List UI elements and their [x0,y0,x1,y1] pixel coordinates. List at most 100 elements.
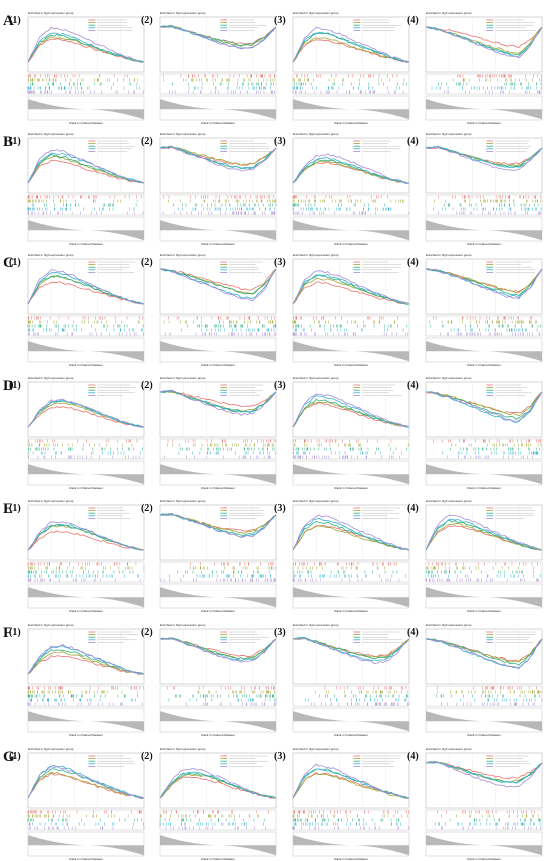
series-line-1 [27,406,145,428]
series-line-4 [27,32,145,63]
series-line-5 [292,514,410,551]
series-line-5 [159,268,277,302]
panel-number-label: (1) [9,627,21,638]
ranked-metric-area [160,835,276,856]
hits-frame [425,685,543,707]
series-line-1 [159,776,277,799]
panel-title: Enriched in high expression group [28,623,74,627]
row-label-b: B [3,134,14,150]
enrichment-plot-frame [292,16,410,73]
enrichment-plot-frame [27,628,145,685]
series-line-4 [27,765,145,799]
series-line-2 [425,391,543,417]
x-axis-label: Rank in Ordered Dataset [467,242,500,246]
panel-title: Enriched in high expression group [160,747,206,751]
panel-number-label: (4) [407,751,419,762]
panel-number-label: (2) [141,380,153,391]
panel-e4: Enriched in high expression group Rank in… [425,499,543,613]
series-line-5 [159,145,277,172]
x-axis-label: Rank in Ordered Dataset [334,242,367,246]
series-line-5 [159,637,277,663]
x-axis-label: Rank in Ordered Dataset [334,121,367,125]
series-line-3 [27,768,145,799]
panel-e3: Enriched in high expression group Rank in… [292,499,410,613]
panel-g2: Enriched in high expression group Rank in… [159,747,277,861]
hits-frame [425,315,543,337]
series-line-2 [292,525,410,551]
panel-b4: Enriched in high expression group Rank in… [425,132,543,246]
panel-title: Enriched in high expression group [28,376,74,380]
hits-frame [425,194,543,216]
series-line-2 [292,401,410,428]
x-axis-label: Rank in Ordered Dataset [467,733,500,737]
panel-number-label: (1) [9,15,21,26]
series-line-4 [425,761,543,784]
ranked-metric-area [160,220,276,241]
ranked-metric-area [293,220,409,241]
enrichment-plot-frame [425,258,543,315]
panel-a3: Enriched in high expression group Rank in… [292,11,410,125]
ranked-metric-area [28,835,144,856]
panel-number-label: (4) [407,15,419,26]
ranked-metric-area [160,99,276,120]
series-line-5 [159,390,277,416]
panel-title: Enriched in high expression group [426,499,472,503]
ranked-metric-area [293,99,409,120]
series-line-5 [27,644,145,675]
panel-title: Enriched in high expression group [426,11,472,15]
ranked-metric-area [293,341,409,362]
panel-title: Enriched in high expression group [293,253,339,257]
x-axis-label: Rank in Ordered Dataset [334,857,367,861]
panel-g4: Enriched in high expression group Rank in… [425,747,543,861]
panel-number-label: (2) [141,15,153,26]
x-axis-label: Rank in Ordered Dataset [201,857,234,861]
enrichment-plot-frame [27,752,145,809]
hits-frame [27,194,145,216]
x-axis-label: Rank in Ordered Dataset [201,486,234,490]
ranked-metric-area [426,835,542,856]
panel-f2: Enriched in high expression group Rank in… [159,623,277,737]
series-line-4 [292,157,410,184]
panel-title: Enriched in high expression group [28,11,74,15]
ranked-metric-area [28,220,144,241]
x-axis-label: Rank in Ordered Dataset [334,733,367,737]
panel-title: Enriched in high expression group [426,132,472,136]
panel-c1: Enriched in high expression group Rank in… [27,253,145,367]
x-axis-label: Rank in Ordered Dataset [201,121,234,125]
panel-title: Enriched in high expression group [160,253,206,257]
hits-frame [292,809,410,831]
x-axis-label: Rank in Ordered Dataset [69,733,102,737]
panel-b3: Enriched in high expression group Rank in… [292,132,410,246]
x-axis-label: Rank in Ordered Dataset [201,242,234,246]
ranked-metric-area [293,587,409,608]
enrichment-plot-frame [27,258,145,315]
panel-number-label: (4) [407,503,419,514]
panel-number-label: (2) [141,627,153,638]
series-line-5 [425,145,543,171]
panel-f1: Enriched in high expression group Rank in… [27,623,145,737]
panel-number-label: (1) [9,380,21,391]
panel-number-label: (3) [274,15,286,26]
panel-e2: Enriched in high expression group Rank in… [159,499,277,613]
panel-d2: Enriched in high expression group Rank in… [159,376,277,490]
panel-number-label: (1) [9,257,21,268]
x-axis-label: Rank in Ordered Dataset [201,363,234,367]
panel-c4: Enriched in high expression group Rank in… [425,253,543,367]
panel-number-label: (2) [141,503,153,514]
ranked-metric-area [160,711,276,732]
series-line-4 [292,768,410,799]
x-axis-label: Rank in Ordered Dataset [69,121,102,125]
hits-frame [27,438,145,460]
hits-frame [425,809,543,831]
series-line-4 [159,145,277,170]
hits-frame [27,561,145,583]
enrichment-plot-frame [159,258,277,315]
panel-title: Enriched in high expression group [293,132,339,136]
series-line-5 [159,513,277,538]
row-label-d: D [3,378,14,394]
panel-number-label: (1) [9,503,21,514]
panel-title: Enriched in high expression group [160,376,206,380]
panel-title: Enriched in high expression group [293,623,339,627]
x-axis-label: Rank in Ordered Dataset [334,609,367,613]
series-line-4 [292,274,410,305]
